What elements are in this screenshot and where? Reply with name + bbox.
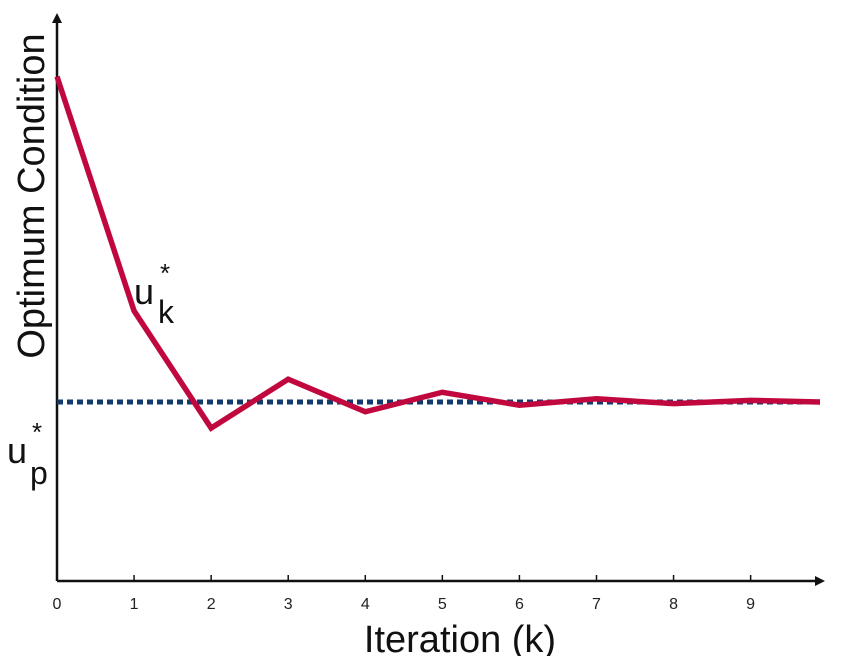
up-base: u <box>7 430 27 471</box>
x-tick-label: 1 <box>130 596 139 613</box>
up-sup: * <box>32 417 42 447</box>
uk-base: u <box>134 271 154 312</box>
x-tick-label: 8 <box>669 596 678 613</box>
series-label-up: u * p <box>7 417 48 491</box>
x-tick-label: 5 <box>438 596 447 613</box>
x-tick-label: 7 <box>592 596 601 613</box>
uk-sup: * <box>160 258 170 288</box>
x-tick-label: 2 <box>207 596 216 613</box>
uk-sub: k <box>158 294 175 330</box>
series-line-uk-star <box>54 75 821 432</box>
series-group <box>54 75 821 432</box>
x-tick-label: 0 <box>53 596 62 613</box>
x-axis-label: Iteration (k) <box>364 619 556 656</box>
y-axis-label: Optimum Condition <box>11 33 53 358</box>
x-tick-label: 6 <box>515 596 524 613</box>
x-tick-label: 9 <box>746 596 755 613</box>
series-label-uk: u * k <box>134 258 175 330</box>
x-tick-label: 4 <box>361 596 370 613</box>
x-tick-group: 0 1 2 3 4 5 6 7 8 9 <box>53 575 755 613</box>
x-tick-label: 3 <box>284 596 293 613</box>
up-sub: p <box>30 455 48 491</box>
